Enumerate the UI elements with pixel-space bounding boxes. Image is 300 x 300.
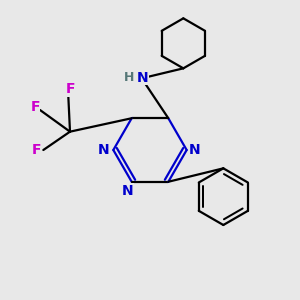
Text: N: N: [122, 184, 134, 198]
Text: F: F: [65, 82, 75, 96]
Text: H: H: [124, 71, 134, 84]
Text: F: F: [30, 100, 40, 114]
Text: F: F: [32, 143, 41, 157]
Text: N: N: [136, 71, 148, 85]
Text: N: N: [98, 143, 110, 157]
Text: N: N: [189, 143, 201, 157]
